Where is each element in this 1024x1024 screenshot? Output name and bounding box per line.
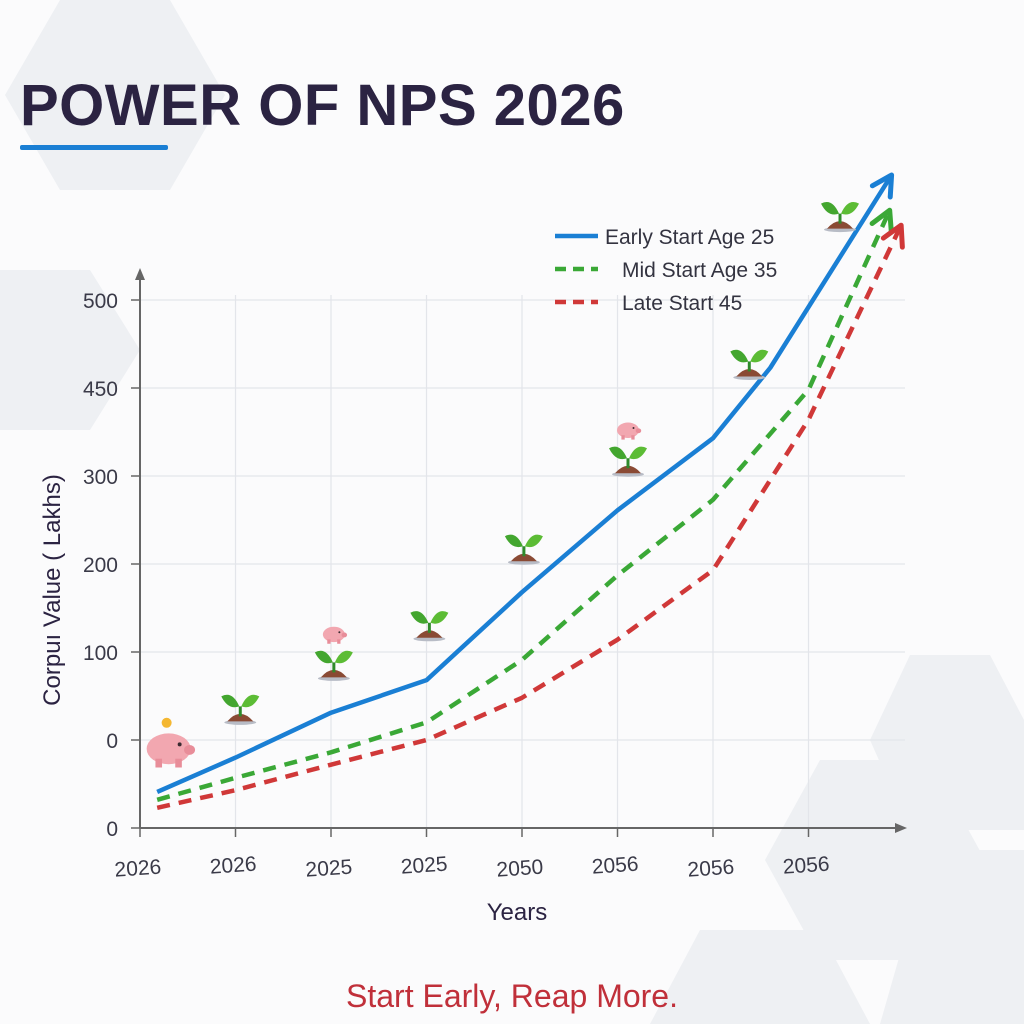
soil (736, 368, 763, 377)
page-title: POWER OF NPS 2026 (20, 73, 625, 138)
legend-label: Late Start 45 (622, 292, 742, 315)
series-line-1 (156, 209, 892, 803)
hexagon (650, 930, 870, 1024)
piggy-leg (175, 758, 182, 768)
piggy-leg (327, 639, 331, 644)
leaf (841, 201, 860, 215)
soil (416, 630, 443, 638)
y-axis-label: Corpuı Value ( Lakhs) (39, 474, 66, 706)
piggy-eye (338, 631, 341, 634)
y-tick-label: 100 (83, 642, 118, 665)
sprout-icon (821, 201, 860, 233)
piggy-body (146, 733, 191, 765)
soil (227, 713, 254, 722)
leaf (504, 534, 523, 548)
series-line-0 (156, 173, 894, 794)
x-tick-label: 2025 (305, 856, 353, 882)
sprout-piggy-icon (314, 626, 353, 681)
piggy-leg (337, 639, 341, 644)
leaf (629, 446, 648, 460)
piggy-bank-coin-icon (146, 717, 196, 768)
leaf (750, 349, 769, 363)
y-tick-label: 500 (83, 290, 118, 313)
soil (827, 221, 854, 229)
x-tick-label: 2026 (209, 853, 257, 879)
y-axis-arrow (135, 268, 145, 280)
sprout-icon (730, 349, 769, 380)
piggy-eye (177, 742, 182, 747)
x-tick-label: 2056 (782, 853, 830, 879)
soil (510, 553, 537, 562)
piggy-snout (635, 428, 642, 434)
sprout-icon (221, 694, 260, 725)
x-axis-arrow (895, 823, 907, 833)
legend-label: Mid Start Age 35 (622, 259, 777, 282)
sprout-icon (504, 534, 543, 565)
leaf (410, 611, 429, 624)
piggy-snout (184, 744, 196, 755)
leaf (314, 650, 333, 664)
sprout-piggy-icon (609, 422, 648, 477)
legend-item: Mid Start Age 35 (555, 259, 777, 282)
leaf (524, 534, 543, 548)
leaf (334, 650, 353, 664)
x-tick-label: 2026 (114, 856, 162, 882)
x-tick-label: 2050 (496, 856, 544, 882)
leaf (730, 349, 749, 363)
x-axis-label: Years (487, 899, 548, 926)
soil (320, 669, 347, 678)
footer-tagline: Start Early, Reap More. (346, 978, 678, 1014)
legend-label: Early Start Age 25 (605, 226, 774, 249)
piggy-leg (155, 758, 163, 768)
series-arrowhead-0 (869, 172, 895, 200)
y-tick-label: 300 (83, 466, 118, 489)
piggy-leg (631, 435, 635, 440)
hexagon (880, 850, 1024, 1024)
leaf (221, 694, 240, 708)
leaf (821, 201, 840, 215)
sprout-icon (410, 611, 449, 642)
piggy-body (322, 626, 345, 643)
leaf (241, 694, 260, 708)
y-tick-label: 450 (83, 378, 118, 401)
series-arrowhead-2 (880, 222, 905, 250)
piggy-eye (632, 427, 635, 430)
hexagon (5, 0, 225, 190)
leaf (430, 611, 449, 624)
legend: Early Start Age 25 Mid Start Age 35 Late S… (555, 226, 777, 315)
y-tick-label: 0 (106, 818, 118, 841)
legend-item: Early Start Age 25 (555, 226, 774, 249)
series-arrowhead-1 (869, 207, 894, 235)
soil (615, 465, 642, 474)
x-tick-label: 2056 (687, 856, 735, 882)
y-tick-label: 0 (106, 730, 118, 753)
series-line-2 (156, 224, 904, 810)
title-underline (20, 145, 168, 150)
hexagon (0, 270, 140, 430)
x-tick-label: 2025 (400, 853, 448, 879)
piggy-snout (341, 632, 348, 638)
x-tick-label: 2056 (591, 853, 639, 879)
legend-item: Late Start 45 (555, 292, 742, 315)
leaf (609, 446, 628, 460)
piggy-body (617, 422, 640, 438)
coin (161, 717, 172, 728)
y-tick-label: 200 (83, 554, 118, 577)
piggy-leg (621, 435, 625, 440)
